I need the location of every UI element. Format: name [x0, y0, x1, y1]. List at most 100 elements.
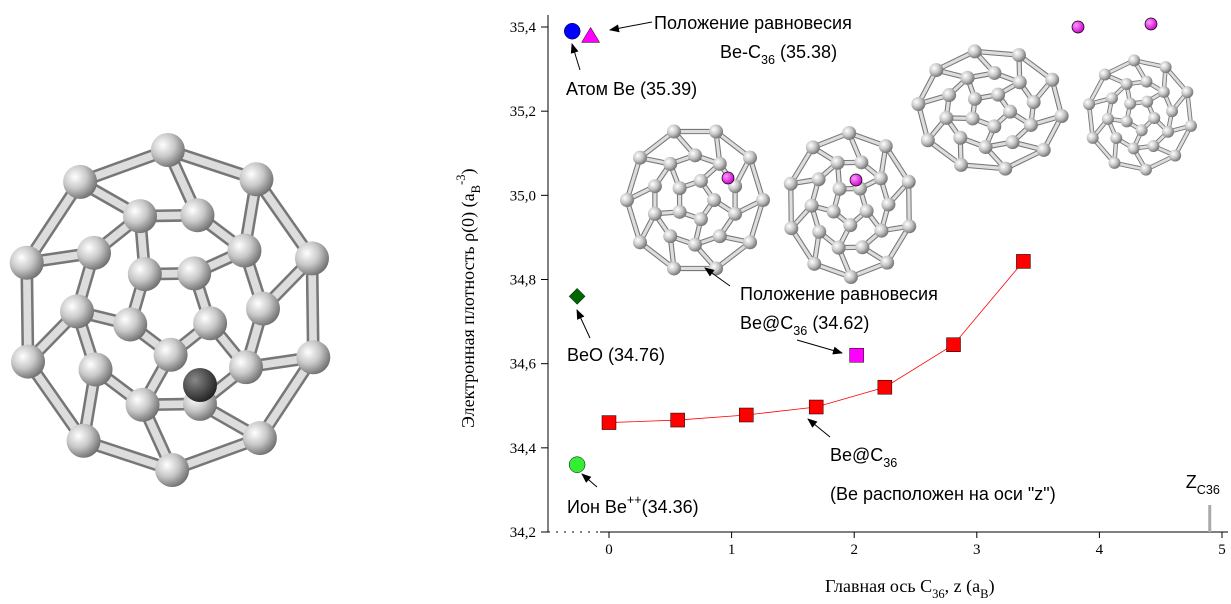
text-part: Ион Be [567, 497, 627, 517]
y-tick-label: 35,2 [510, 104, 536, 120]
text-part: Be-C [720, 42, 761, 62]
atom [743, 235, 757, 249]
y-tick-label: 34,4 [510, 441, 537, 457]
atom [1124, 98, 1136, 110]
atom [784, 177, 798, 191]
atom [987, 66, 1001, 80]
atom [902, 219, 916, 233]
atom [1102, 113, 1114, 125]
be-atom [722, 172, 734, 184]
atom [812, 172, 826, 186]
atom [1027, 95, 1041, 109]
atom [1037, 143, 1051, 157]
atom [805, 199, 819, 213]
atom [1006, 135, 1020, 149]
atom [1162, 126, 1174, 138]
y-tick-label: 35,0 [510, 188, 536, 204]
atom [1147, 140, 1159, 152]
atom [663, 229, 677, 243]
atom [881, 197, 895, 211]
atom [1121, 78, 1133, 90]
atom [1003, 105, 1017, 119]
annotation: Be@C36 [830, 445, 897, 470]
atom [239, 162, 273, 196]
atom [177, 256, 211, 290]
arrow [797, 340, 842, 353]
atom [193, 306, 227, 340]
atom [743, 151, 757, 165]
text-part: 36 [793, 324, 807, 338]
atom [833, 182, 847, 196]
x-axis-label: Главная ось C36, z (aB) [825, 576, 995, 601]
atom [1024, 118, 1038, 132]
y-axis-label: Электронная плотность ρ(0) (aB-3) [454, 169, 483, 429]
atom [911, 97, 925, 111]
atom [620, 193, 634, 207]
annotation: Атом Be (35.39) [566, 79, 697, 99]
atom [246, 292, 280, 326]
atom [987, 119, 1001, 133]
atom [713, 229, 727, 243]
atom [128, 257, 162, 291]
atom [673, 205, 687, 219]
atom [1108, 157, 1120, 169]
x-tick-label: 2 [850, 542, 858, 558]
arrow [577, 310, 590, 338]
marker [564, 23, 580, 39]
atom [1166, 105, 1178, 117]
marker [1016, 254, 1030, 268]
atom [921, 133, 935, 147]
atom [1140, 76, 1152, 88]
atom [667, 261, 681, 275]
text-part: ++ [627, 493, 642, 507]
atom [709, 125, 723, 139]
text-part: Положение равновесия [740, 284, 938, 304]
chart: 34,234,434,634,835,035,235,4012345Главна… [0, 0, 1231, 604]
atom [939, 111, 953, 125]
atom [694, 174, 708, 188]
atom [806, 140, 820, 154]
atom [1181, 86, 1193, 98]
marker [947, 338, 961, 352]
atom [880, 256, 894, 270]
atom [713, 157, 727, 171]
arrow [610, 22, 652, 30]
text-part: Be@C [830, 445, 883, 465]
text-part: Z [1186, 472, 1197, 492]
atom [648, 207, 662, 221]
text-part: (34.62) [807, 313, 869, 333]
atom [10, 246, 44, 280]
atom [827, 205, 841, 219]
atom [991, 88, 1005, 102]
atom [243, 421, 277, 455]
atom [1169, 150, 1181, 162]
atom [1099, 68, 1111, 80]
text-part: B [469, 185, 483, 193]
atom [874, 224, 888, 238]
atom [11, 345, 45, 379]
atom [648, 179, 662, 193]
atom [902, 175, 916, 189]
atom [155, 453, 189, 487]
marker [878, 380, 892, 394]
atom [126, 388, 160, 422]
text-part: (34.36) [642, 497, 699, 517]
atom [812, 225, 826, 239]
atom [879, 139, 893, 153]
annotation: BeO (34.76) [567, 345, 665, 365]
atom [227, 234, 261, 268]
atom [709, 261, 723, 275]
atom [707, 193, 721, 207]
atom [79, 352, 113, 386]
arrow [582, 474, 597, 487]
annotation: Положение равновесия [654, 13, 852, 33]
atom [673, 181, 687, 195]
atom [663, 157, 677, 171]
be-atom [1072, 21, 1084, 33]
text-part: 36 [932, 587, 945, 601]
atom [874, 171, 888, 185]
atom [1140, 164, 1152, 176]
atom [63, 165, 97, 199]
atom [180, 198, 214, 232]
atom [842, 126, 856, 140]
